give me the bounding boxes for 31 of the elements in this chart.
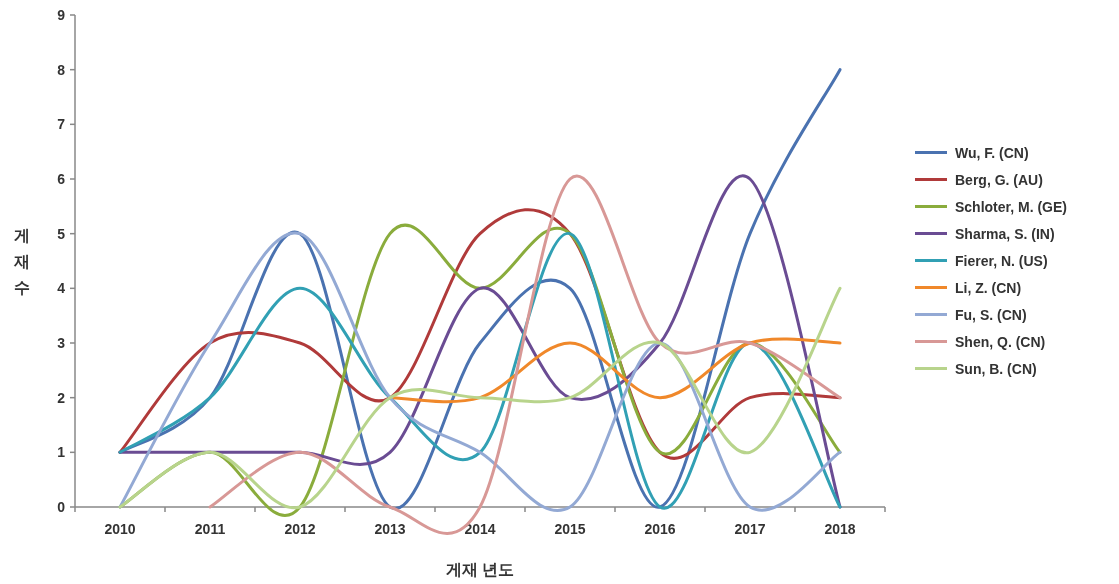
y-tick-label: 5 <box>57 225 66 242</box>
x-tick-label: 2018 <box>824 521 856 537</box>
y-tick-label: 3 <box>57 335 66 351</box>
y-tick-label: 4 <box>57 280 66 297</box>
y-tick-label: 0 <box>57 499 66 515</box>
y-tick-label: 6 <box>57 171 66 187</box>
line-series <box>118 286 842 510</box>
legend-label: Sun, B. (CN) <box>955 360 1037 377</box>
legend-label: Fierer, N. (US) <box>955 252 1048 269</box>
legend-label: Li, Z. (CN) <box>955 279 1022 296</box>
legend-label: Schloter, M. (GE) <box>955 198 1068 215</box>
y-tick-label: 8 <box>57 61 66 78</box>
legend-label: Fu, S. (CN) <box>955 306 1027 323</box>
y-tick-label: 9 <box>57 7 66 23</box>
legend-label: Sharma, S. (IN) <box>955 225 1055 242</box>
y-tick-label: 1 <box>57 444 66 461</box>
y-tick-label: 2 <box>57 389 66 406</box>
x-tick-label: 2013 <box>374 521 406 537</box>
x-tick-label: 2010 <box>104 521 136 537</box>
x-tick-label: 2017 <box>734 521 766 537</box>
x-tick-label: 2011 <box>194 521 226 537</box>
x-tick-label: 2014 <box>464 521 496 537</box>
x-axis-title: 게재 년도 <box>445 561 515 578</box>
legend-label: Wu, F. (CN) <box>955 144 1029 161</box>
legend-label: Shen, Q. (CN) <box>955 333 1046 350</box>
x-tick-label: 2016 <box>644 521 676 537</box>
y-axis-title: 게재 수 <box>13 227 30 296</box>
x-tick-label: 2015 <box>554 521 586 537</box>
x-tick-label: 2012 <box>284 521 316 537</box>
y-tick-label: 7 <box>57 116 66 133</box>
legend-label: Berg, G. (AU) <box>955 171 1043 188</box>
